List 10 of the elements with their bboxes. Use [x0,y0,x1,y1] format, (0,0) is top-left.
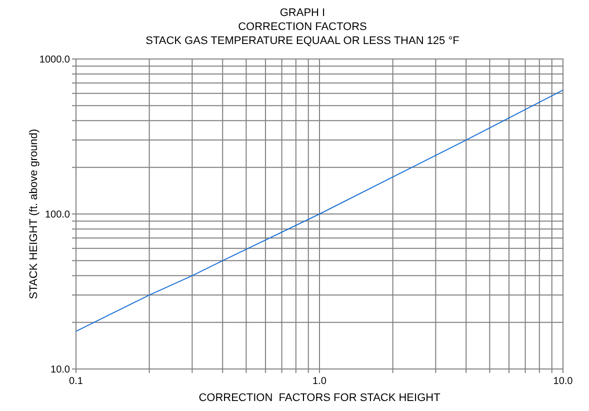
y-tick-label: 100.0 [44,210,70,220]
y-axis-title: STACK HEIGHT (ft. above ground) [28,128,40,300]
x-tick-label: 0.1 [69,376,84,387]
y-tick-label: 10.0 [50,364,70,376]
chart-subtitle: CORRECTION FACTORS STACK GAS TEMPERATURE EQUAAL OR LESS THAN 125 °F [146,21,460,47]
chart-title: GRAPH I [280,7,326,19]
x-tick-label: 10.0 [553,376,574,387]
x-axis-title: CORRECTION FACTORS FOR STACK HEIGHT [198,392,441,404]
x-tick-label: 1.0 [312,376,327,387]
y-tick-label: 1000.0 [39,54,70,66]
